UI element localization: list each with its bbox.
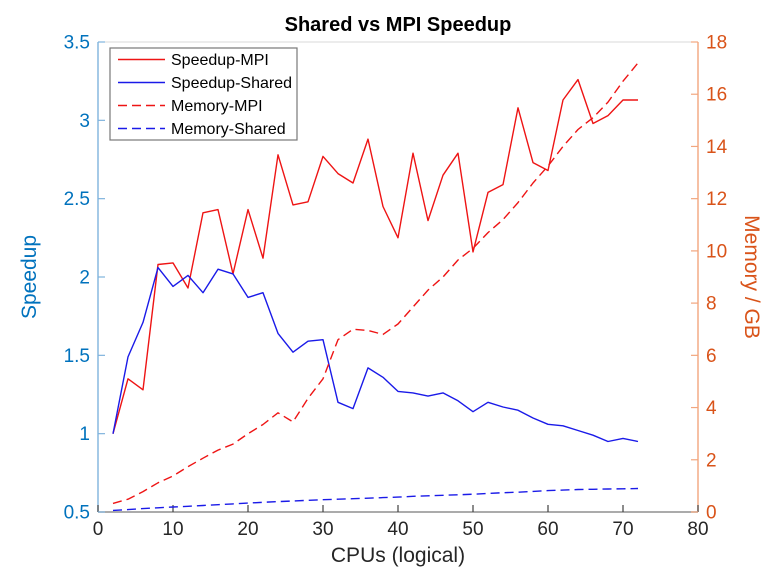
x-axis-label: CPUs (logical) — [331, 544, 465, 567]
left-axis-label: Speedup — [18, 235, 41, 319]
axis-tick-labels: 0 10 20 30 40 50 60 70 80 0.5 1 1.5 2 2.5 3 3.5 0 2 4 6 8 10 1… — [64, 33, 728, 541]
legend: Speedup-MPI Speedup-Shared Memory-MPI Memor… — [109, 47, 298, 141]
x-tick-label: 40 — [387, 519, 408, 540]
axis-ticks — [97, 41, 699, 513]
x-tick-label: 50 — [462, 519, 483, 540]
x-tick-label: 60 — [537, 519, 558, 540]
legend-box — [109, 47, 298, 141]
x-tick-label: 10 — [162, 519, 183, 540]
left-tick-label: 3 — [79, 111, 90, 132]
right-tick-label: 12 — [706, 189, 727, 210]
series-speedup-mpi — [112, 78, 638, 434]
right-tick-label: 8 — [706, 294, 717, 315]
right-tick-label: 10 — [706, 241, 727, 262]
x-tick-label: 30 — [312, 519, 333, 540]
x-tick-label: 0 — [93, 519, 104, 540]
left-tick-label: 0.5 — [64, 503, 90, 524]
right-tick-label: 2 — [706, 450, 717, 471]
series-memory-mpi — [112, 62, 639, 505]
legend-entry-label: Memory-Shared — [171, 121, 286, 138]
left-tick-label: 2 — [79, 268, 90, 289]
data-series — [112, 62, 639, 512]
series-memory-shared — [112, 487, 639, 512]
series-speedup-shared — [112, 266, 639, 443]
chart-title: Shared vs MPI Speedup — [285, 14, 512, 36]
x-tick-label: 80 — [687, 519, 708, 540]
left-tick-label: 2.5 — [64, 189, 90, 210]
right-tick-label: 18 — [706, 33, 727, 54]
right-tick-label: 16 — [706, 85, 727, 106]
right-axis-label: Memory / GB — [740, 215, 763, 339]
legend-entry-label: Memory-MPI — [171, 98, 263, 115]
left-tick-label: 1.5 — [64, 346, 90, 367]
right-tick-label: 4 — [706, 398, 717, 419]
legend-entry-label: Speedup-Shared — [171, 75, 292, 92]
x-tick-label: 70 — [612, 519, 633, 540]
right-tick-label: 0 — [706, 503, 717, 524]
x-tick-label: 20 — [237, 519, 258, 540]
left-tick-label: 3.5 — [64, 33, 90, 54]
left-tick-label: 1 — [79, 424, 90, 445]
right-tick-label: 14 — [706, 137, 728, 158]
right-tick-label: 6 — [706, 346, 717, 367]
legend-entry-label: Speedup-MPI — [171, 52, 269, 69]
